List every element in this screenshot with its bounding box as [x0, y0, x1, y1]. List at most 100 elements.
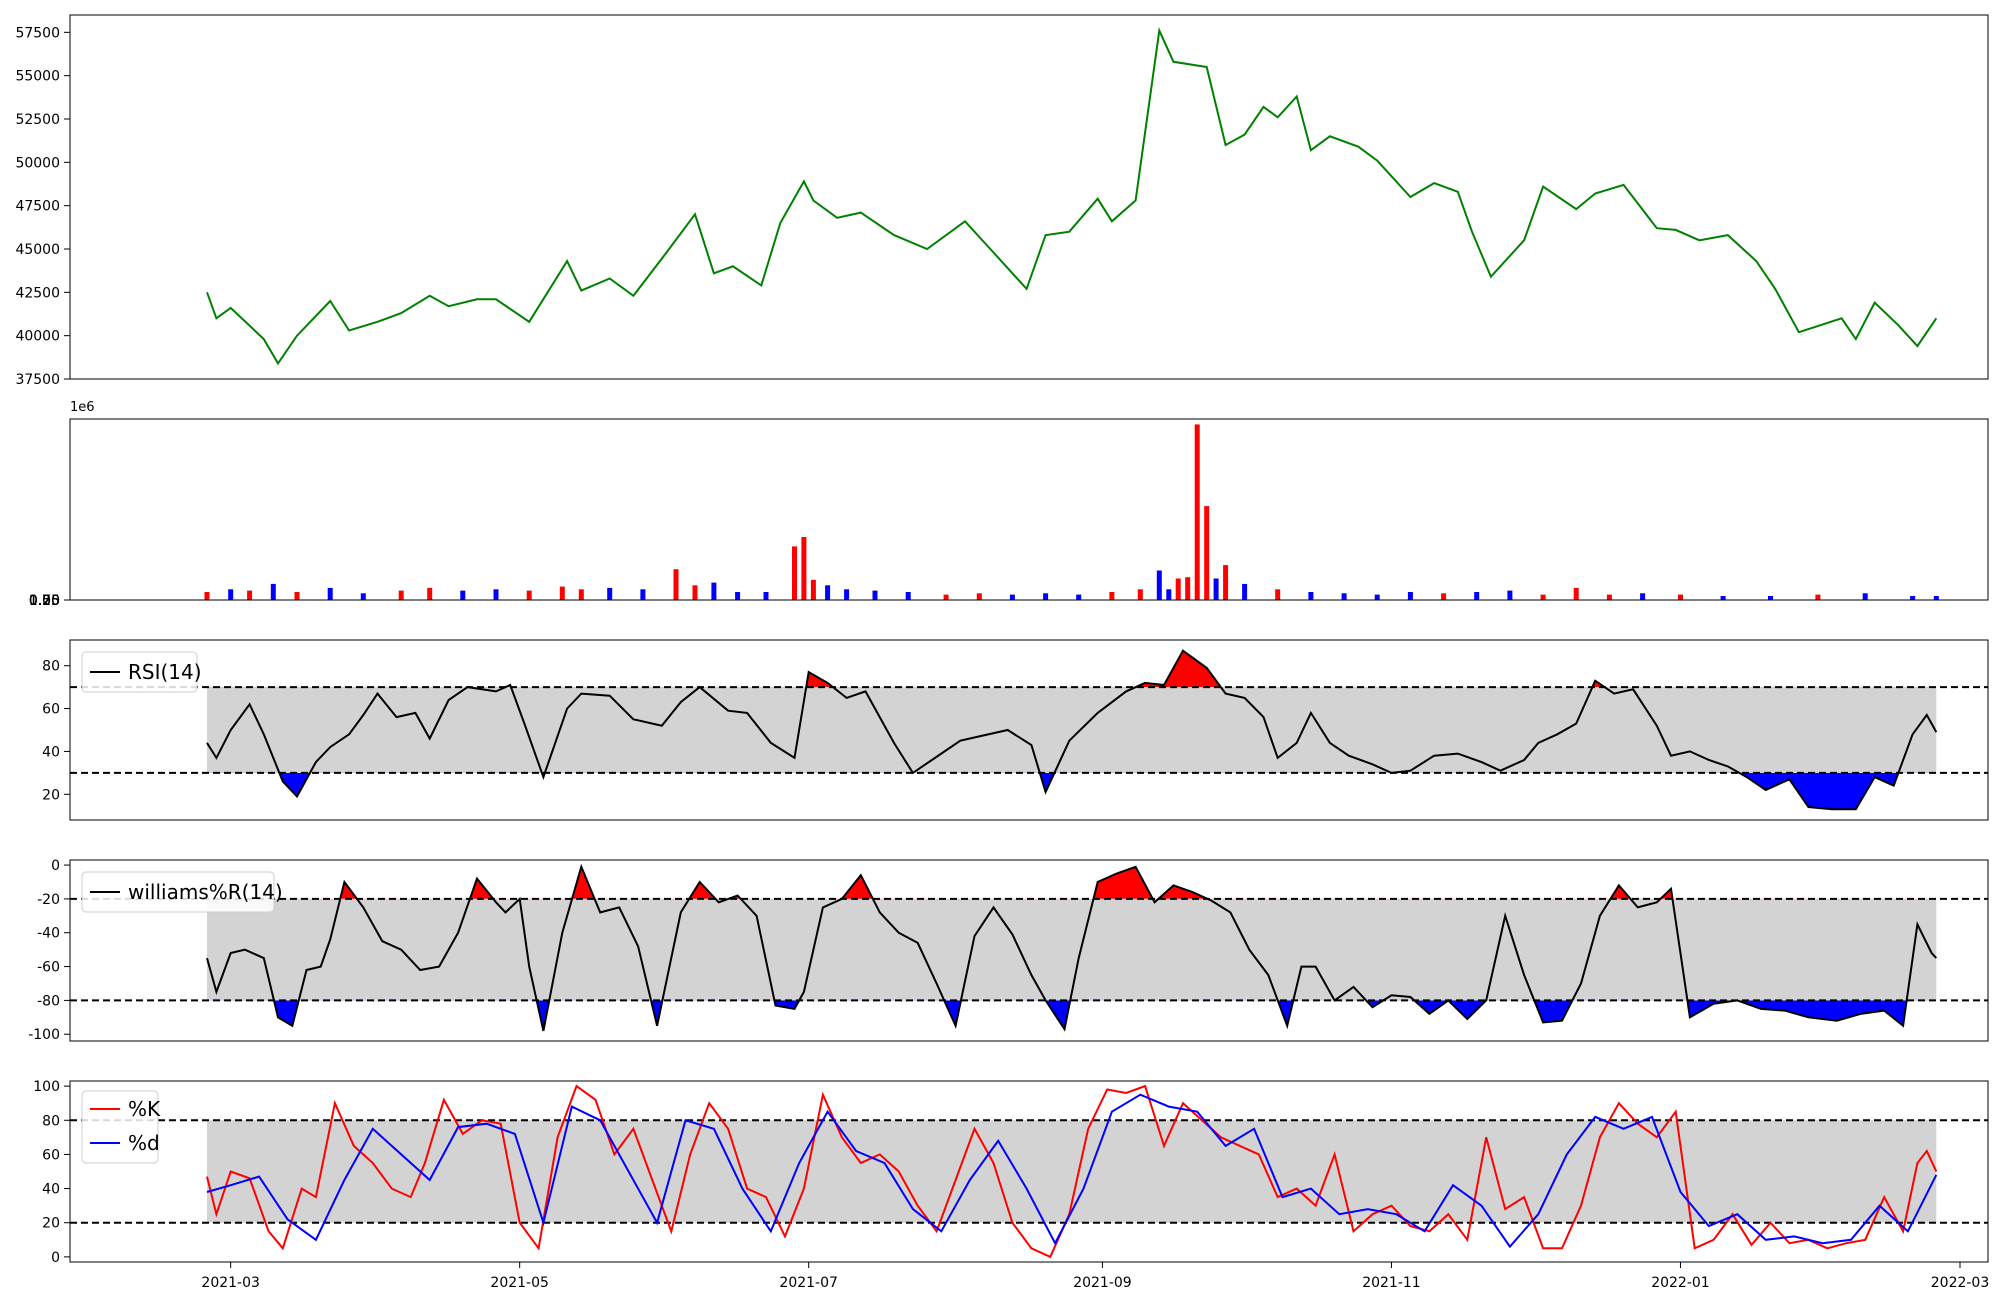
stoch-panel: 0 20 40 60 80 100 2021-03 2021-05 2021-07 2021-09… [33, 1079, 1989, 1291]
xtick-label-3: 2021-09 [1073, 1275, 1132, 1291]
price-ytick-label-4: 47500 [15, 199, 60, 215]
volume-bar [493, 589, 499, 600]
volume-bar [1137, 589, 1143, 600]
rsi-legend-box [81, 651, 198, 693]
rsi-band [206, 687, 1937, 773]
volume-bar [1910, 596, 1916, 600]
volume-bar [1374, 594, 1380, 600]
williams-ytick-label-2: -60 [37, 960, 60, 976]
volume-bar [1678, 594, 1683, 600]
stoch-ytick-label-3: 60 [42, 1147, 60, 1163]
volume-ytick-label-1: 0.25 [29, 593, 60, 609]
volume-bar [1156, 570, 1162, 600]
volume-bar [1573, 587, 1579, 600]
volume-bar [1275, 589, 1281, 600]
volume-bar [1768, 596, 1773, 600]
rsi-frame [69, 639, 1989, 821]
xtick-label-0: 2021-03 [201, 1275, 260, 1291]
volume-bar [427, 587, 433, 600]
xtick-label-6: 2022-03 [1931, 1275, 1990, 1291]
volume-bar [1308, 592, 1314, 600]
volume-bar [1213, 578, 1219, 600]
volume-bar [526, 590, 532, 600]
stoch-ytick-label-1: 20 [42, 1216, 60, 1232]
price-ytick-label-0: 37500 [15, 372, 60, 388]
volume-bar [1223, 565, 1229, 600]
volume-bar [327, 587, 333, 600]
volume-bar [1242, 583, 1248, 600]
volume-bar [1862, 593, 1868, 600]
volume-bar [1507, 590, 1513, 600]
williams-panel: -100 -80 -60 -40 -20 0 williams%R(14) [28, 858, 1989, 1043]
volume-ytick-label-2: 0.50 [29, 593, 60, 609]
volume-bar [204, 592, 210, 600]
price-ytick-label-8: 57500 [15, 25, 60, 41]
rsi-ytick-label-0: 20 [42, 787, 60, 803]
volume-bar [1474, 592, 1480, 600]
williams-legend: williams%R(14) [81, 871, 283, 913]
volume-bar [872, 590, 878, 600]
volume-bar [711, 582, 717, 600]
volume-bar [1076, 594, 1082, 600]
volume-bar [792, 546, 797, 600]
williams-ytick-label-4: -20 [37, 892, 60, 908]
williams-overbought-fill [340, 866, 1673, 899]
volume-bar [228, 589, 234, 600]
price-ytick-label-5: 50000 [15, 155, 60, 171]
volume-bar [1407, 592, 1413, 600]
williams-ytick-label-1: -80 [37, 993, 60, 1009]
volume-bar [247, 590, 253, 600]
price-line [206, 27, 1938, 366]
volume-ytick-label-4: 1.00 [29, 593, 60, 609]
volume-ytick-label-3: 0.75 [29, 593, 60, 609]
price-panel: 37500 40000 42500 45000 47500 50000 52500 55000… [15, 14, 1989, 388]
williams-ytick-label-5: 0 [51, 858, 60, 874]
stoch-ytick-label-2: 40 [42, 1182, 60, 1198]
stoch-ytick-label-0: 0 [51, 1250, 60, 1266]
price-ytick-label-1: 40000 [15, 329, 60, 345]
xtick-label-5: 2022-01 [1651, 1275, 1710, 1291]
stoch-frame [69, 1080, 1989, 1263]
volume-bar [1720, 596, 1726, 600]
volume-bar [1933, 596, 1939, 600]
volume-bar [1166, 589, 1172, 600]
rsi-legend-label: RSI(14) [128, 660, 202, 684]
williams-band [206, 898, 1937, 1001]
xtick-label-1: 2021-05 [490, 1275, 549, 1291]
rsi-panel: 20 40 60 80 RSI(14) [42, 639, 1989, 821]
volume-bar [1185, 577, 1191, 600]
volume-bar [735, 592, 741, 600]
volume-bar [1009, 594, 1015, 600]
volume-bar [905, 592, 911, 600]
volume-bar [976, 593, 982, 600]
volume-bar [1175, 578, 1181, 600]
volume-bar [692, 585, 698, 600]
volume-bar [810, 579, 816, 600]
price-ytick-label-2: 42500 [15, 285, 60, 301]
volume-bar [1194, 424, 1200, 600]
xtick-label-4: 2021-11 [1362, 1275, 1421, 1291]
volume-bar [1640, 593, 1646, 600]
rsi-line [206, 649, 1938, 811]
stoch-d-line [206, 1093, 1938, 1249]
volume-bar [1606, 594, 1612, 600]
rsi-ytick-label-2: 60 [42, 702, 60, 718]
volume-bar [1540, 594, 1546, 600]
volume-ytick-label-5: 1.25 [29, 593, 60, 609]
volume-bar [673, 569, 679, 600]
williams-frame [69, 859, 1989, 1042]
volume-bar [398, 590, 404, 600]
williams-ytick-label-0: -100 [28, 1027, 60, 1043]
williams-legend-label: williams%R(14) [128, 880, 283, 904]
price-ytick-label-7: 55000 [15, 69, 60, 85]
volume-bar [801, 537, 807, 600]
volume-bar [294, 592, 300, 600]
rsi-ytick-label-3: 80 [42, 659, 60, 675]
rsi-ytick-label-1: 40 [42, 744, 60, 760]
volume-bar [1815, 594, 1821, 600]
stoch-ytick-label-4: 80 [42, 1113, 60, 1129]
stoch-ytick-label-5: 100 [33, 1079, 60, 1095]
volume-bar [607, 587, 613, 600]
volume-bar [1043, 593, 1049, 600]
rsi-legend: RSI(14) [81, 651, 202, 693]
